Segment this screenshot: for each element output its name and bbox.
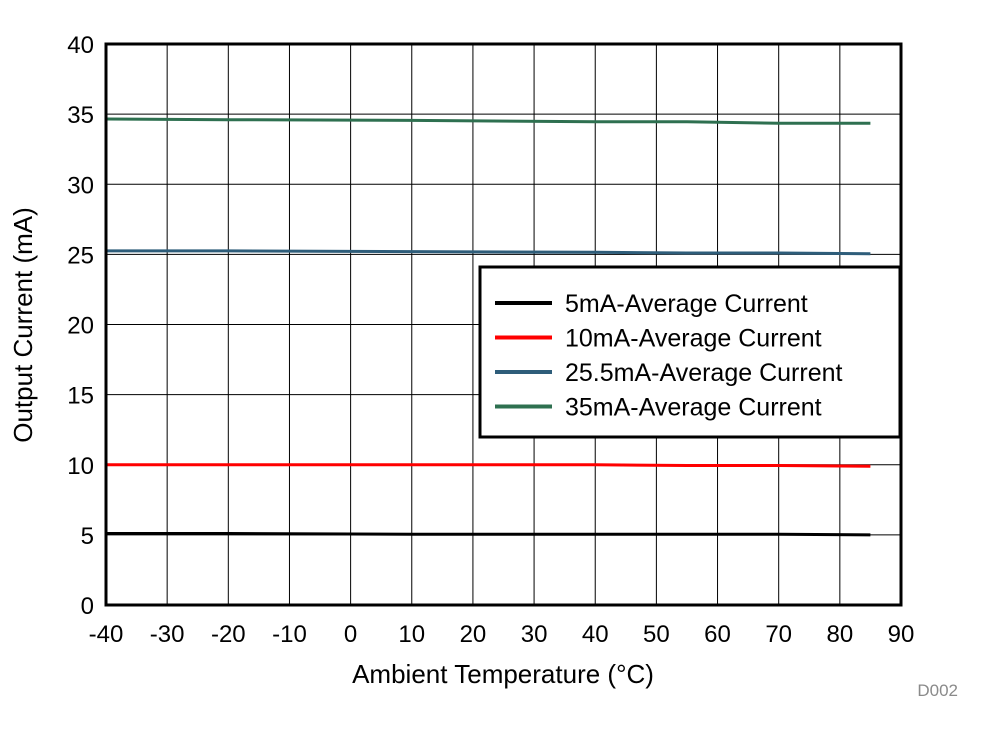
y-tick-labels: 0 5 10 15 20 25 30 35 40	[67, 32, 94, 620]
y-tick-label: 40	[67, 32, 94, 59]
legend-box	[478, 265, 902, 439]
legend: 5mA-Average Current 10mA-Average Current 2…	[478, 265, 902, 439]
series-line-1	[106, 463, 871, 468]
legend-entry-label: 35mA-Average Current	[565, 394, 822, 422]
y-tick-label: 10	[67, 453, 94, 480]
x-tick-label: 50	[643, 621, 670, 648]
series-line-0	[106, 532, 871, 537]
x-tick-label: -40	[89, 621, 124, 648]
y-tick-label: 15	[67, 383, 94, 410]
legend-entry-label: 5mA-Average Current	[565, 290, 808, 318]
x-tick-label: 30	[521, 621, 548, 648]
legend-entry-label: 25.5mA-Average Current	[565, 359, 843, 387]
y-tick-label: 30	[67, 172, 94, 199]
y-tick-label: 25	[67, 242, 94, 269]
x-tick-label: 10	[398, 621, 425, 648]
y-axis-title: Output Current (mA)	[8, 207, 38, 443]
series-line-3	[105, 117, 871, 125]
y-tick-label: 20	[67, 313, 94, 340]
x-tick-label: 40	[582, 621, 609, 648]
legend-entry-label: 10mA-Average Current	[565, 325, 822, 353]
x-tick-label: 90	[888, 621, 915, 648]
figure-id-label: D002	[917, 681, 958, 700]
series-lines	[105, 117, 871, 537]
x-tick-label: 70	[765, 621, 792, 648]
series-line-2	[106, 249, 871, 256]
y-tick-label: 0	[81, 593, 94, 620]
x-tick-label: 20	[460, 621, 487, 648]
x-tick-label: -20	[211, 621, 246, 648]
y-tick-label: 5	[81, 523, 94, 550]
x-axis-title: Ambient Temperature (°C)	[352, 659, 654, 689]
x-tick-labels: -40 -30 -20 -10 0 10 20 30 40 50 60 70 80 90	[89, 621, 915, 648]
x-tick-label: -10	[272, 621, 307, 648]
x-tick-label: 0	[344, 621, 357, 648]
y-tick-label: 35	[67, 102, 94, 129]
x-tick-label: 80	[826, 621, 853, 648]
x-tick-label: -30	[150, 621, 185, 648]
x-tick-label: 60	[704, 621, 731, 648]
